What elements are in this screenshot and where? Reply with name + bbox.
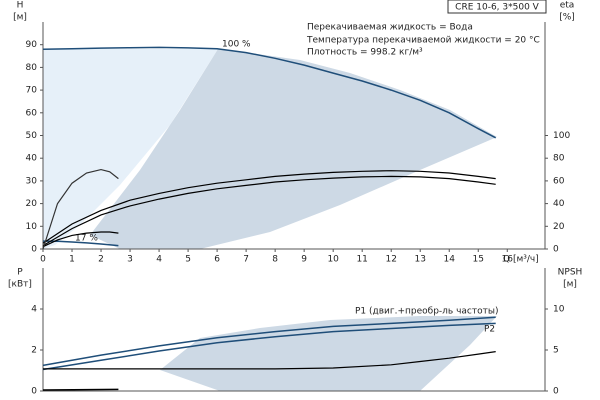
series-label: P2 xyxy=(484,325,495,335)
x-tick-label: 9 xyxy=(301,255,307,265)
series-label: 100 % xyxy=(222,40,251,50)
y-tick-label: 50 xyxy=(26,131,38,141)
y2-label: [%] xyxy=(559,13,575,23)
x-label: Q [м³/ч] xyxy=(503,255,539,265)
info-line: Плотность = 998.2 кг/м³ xyxy=(307,48,423,58)
y-tick-label: 70 xyxy=(26,86,38,96)
y-tick-label: 40 xyxy=(26,154,38,164)
info-line: Перекачиваемая жидкость = Вода xyxy=(307,23,473,33)
y2-tick-label: 20 xyxy=(553,222,565,232)
y2-label: [м] xyxy=(563,280,577,290)
y-tick-label: 20 xyxy=(26,199,38,209)
y2-tick-label: 100 xyxy=(553,131,570,141)
y2-label: NPSH xyxy=(558,268,583,278)
y2-label: eta xyxy=(560,1,575,11)
y-tick-label: 60 xyxy=(26,108,38,118)
shade-gray xyxy=(90,49,497,249)
x-tick-label: 8 xyxy=(272,255,278,265)
y2-tick-label: 80 xyxy=(553,154,565,164)
y-tick-label: 4 xyxy=(31,305,37,315)
y-tick-label: 10 xyxy=(26,222,38,232)
y-tick-label: 90 xyxy=(26,40,38,50)
y-tick-label: 0 xyxy=(31,245,37,255)
series-line xyxy=(42,175,496,247)
x-tick-label: 1 xyxy=(69,255,75,265)
y-label: [м] xyxy=(13,13,27,23)
series-line xyxy=(42,170,496,244)
x-tick-label: 13 xyxy=(414,255,425,265)
title: CRE 10-6, 3*500 V xyxy=(455,3,539,13)
series-line xyxy=(43,351,496,370)
y-label: [кВт] xyxy=(8,280,32,290)
y-tick-label: 0 xyxy=(31,387,37,397)
x-tick-label: 4 xyxy=(156,255,162,265)
y2-tick-label: 0 xyxy=(553,387,559,397)
x-tick-label: 11 xyxy=(356,255,367,265)
y2-tick-label: 0 xyxy=(553,245,559,255)
y-label: H xyxy=(17,1,24,11)
y-label: P xyxy=(17,268,23,278)
info-line: Температура перекачиваемой жидкости = 20… xyxy=(306,36,540,46)
x-tick-label: 16 xyxy=(502,255,514,265)
x-tick-label: 14 xyxy=(444,255,456,265)
y-tick-label: 80 xyxy=(26,63,38,73)
x-tick-label: 5 xyxy=(185,255,191,265)
y-tick-label: 30 xyxy=(26,176,38,186)
x-tick-label: 0 xyxy=(40,255,46,265)
title-box xyxy=(447,0,547,14)
y2-tick-label: 10 xyxy=(553,305,565,315)
y2-tick-label: 40 xyxy=(553,199,565,209)
series-line xyxy=(42,168,119,250)
shade-light xyxy=(43,49,218,249)
series-label: 17 % xyxy=(75,234,98,244)
y2-tick-label: 60 xyxy=(553,176,565,186)
series-line xyxy=(42,46,497,139)
x-tick-label: 12 xyxy=(385,255,396,265)
series-line xyxy=(42,316,496,367)
series-line xyxy=(42,231,119,248)
x-tick-label: 10 xyxy=(327,255,339,265)
x-tick-label: 2 xyxy=(98,255,104,265)
y2-tick-label: 5 xyxy=(553,346,559,356)
x-tick-label: 7 xyxy=(243,255,249,265)
series-line xyxy=(42,322,496,371)
x-tick-label: 3 xyxy=(127,255,133,265)
series-line xyxy=(42,388,119,391)
x-tick-label: 15 xyxy=(473,255,484,265)
y-tick-label: 2 xyxy=(31,346,37,356)
series-label: P1 (двиг.+преобр-ль частоты) xyxy=(355,307,499,317)
x-tick-label: 6 xyxy=(214,255,220,265)
